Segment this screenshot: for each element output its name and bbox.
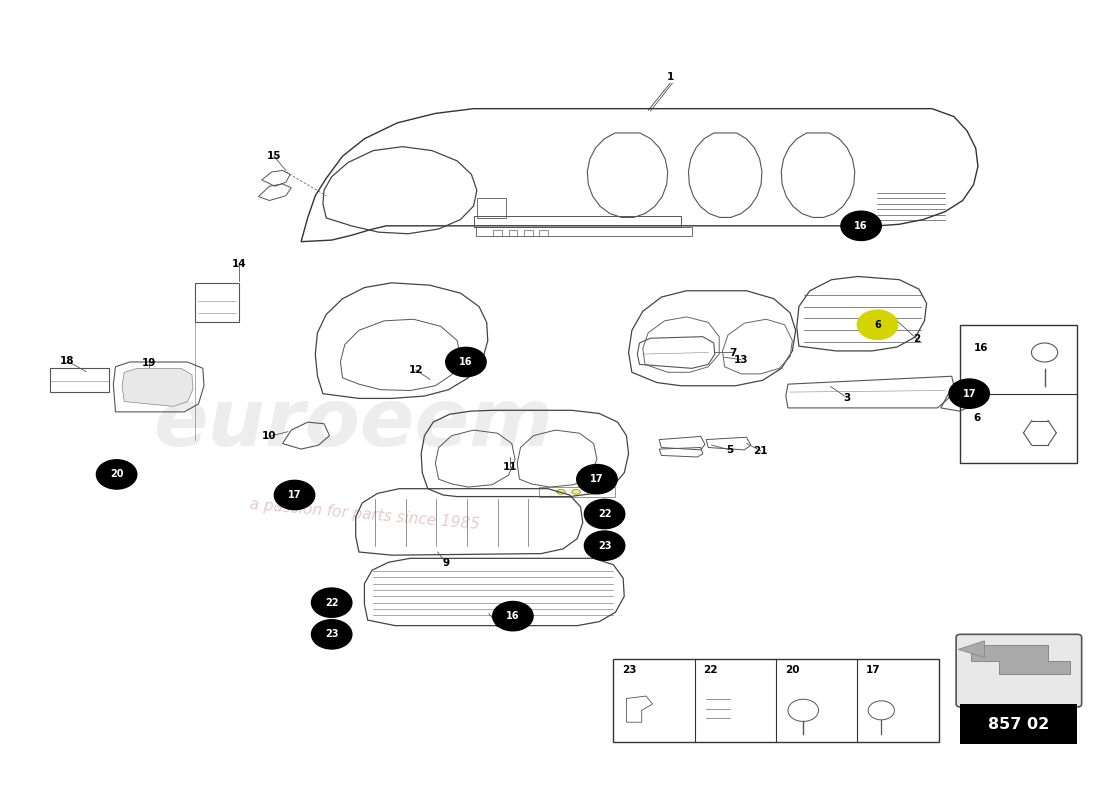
Text: 17: 17	[288, 490, 301, 500]
Text: 4: 4	[976, 397, 982, 406]
Text: 3: 3	[844, 393, 850, 402]
Text: 23: 23	[324, 630, 339, 639]
Polygon shape	[958, 641, 984, 658]
Text: 9: 9	[442, 558, 450, 568]
Text: 16: 16	[855, 221, 868, 231]
Text: 17: 17	[962, 389, 976, 398]
Circle shape	[97, 460, 136, 489]
Text: 21: 21	[754, 446, 768, 456]
Text: 16: 16	[974, 343, 988, 354]
Text: 16: 16	[506, 611, 519, 621]
Text: 17: 17	[866, 665, 881, 675]
Text: 11: 11	[503, 462, 517, 472]
Circle shape	[274, 480, 315, 510]
Text: 2: 2	[913, 334, 921, 344]
Polygon shape	[122, 368, 192, 406]
FancyBboxPatch shape	[960, 704, 1077, 744]
Text: 18: 18	[60, 356, 75, 366]
Ellipse shape	[557, 490, 565, 494]
Text: euroeem: euroeem	[154, 385, 553, 462]
Text: 5: 5	[726, 445, 734, 455]
Ellipse shape	[587, 490, 596, 494]
Text: 17: 17	[591, 474, 604, 484]
Circle shape	[857, 310, 898, 339]
Text: 1: 1	[667, 72, 673, 82]
Ellipse shape	[572, 490, 581, 494]
Circle shape	[584, 499, 625, 529]
Circle shape	[311, 620, 352, 649]
Polygon shape	[971, 646, 1069, 674]
Text: 23: 23	[597, 541, 612, 550]
Circle shape	[584, 531, 625, 560]
Circle shape	[840, 211, 881, 241]
Text: 16: 16	[459, 357, 473, 367]
Text: 6: 6	[974, 413, 981, 422]
Circle shape	[446, 347, 486, 377]
Text: 19: 19	[142, 358, 156, 368]
Text: 23: 23	[623, 665, 637, 675]
Text: 8: 8	[494, 619, 502, 629]
Text: 13: 13	[734, 354, 748, 365]
Circle shape	[493, 602, 534, 630]
Text: 6: 6	[874, 320, 881, 330]
Text: a passion for parts since 1985: a passion for parts since 1985	[249, 498, 480, 532]
Text: 857 02: 857 02	[988, 717, 1049, 731]
Text: 22: 22	[324, 598, 339, 608]
Text: 22: 22	[703, 665, 718, 675]
Text: 20: 20	[110, 470, 123, 479]
Text: 7: 7	[729, 347, 737, 358]
Text: 15: 15	[266, 151, 282, 161]
Text: 14: 14	[232, 259, 246, 269]
Circle shape	[311, 588, 352, 618]
Text: 12: 12	[408, 365, 424, 375]
Text: 10: 10	[262, 431, 277, 442]
Circle shape	[576, 465, 617, 494]
Text: 20: 20	[784, 665, 800, 675]
Circle shape	[949, 379, 989, 408]
FancyBboxPatch shape	[956, 634, 1081, 707]
Text: 22: 22	[597, 509, 612, 519]
